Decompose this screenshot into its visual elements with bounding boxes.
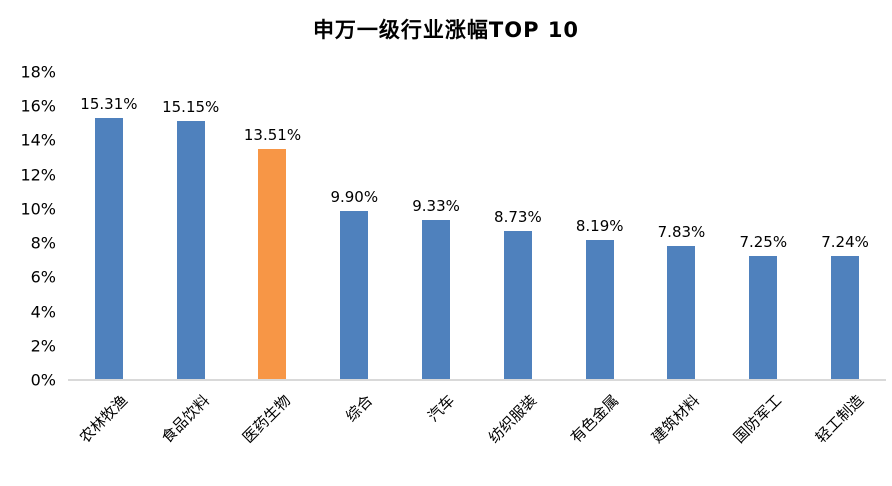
bar-value-label: 13.51% [243, 125, 302, 144]
y-axis: 18% 16% 14% 12% 10% 8% 6% 4% 2% 0% [0, 63, 56, 390]
bar-value-label: 7.83% [657, 223, 706, 241]
plot-area: 15.31% 15.15% 13.51% 9.90% 9.33% 8.73% 8.19% 7.… [68, 72, 886, 381]
bar [340, 210, 369, 380]
bar-value-label: 9.33% [412, 197, 460, 216]
y-axis-tick-label: 12% [20, 165, 56, 185]
bar-series: 15.31% 15.15% 13.51% 9.90% 9.33% 8.73% 8.19% 7.… [68, 72, 886, 380]
y-axis-tick-label: 10% [20, 199, 56, 219]
bar-highlighted [258, 148, 287, 380]
bar [585, 239, 614, 380]
y-axis-tick-label: 2% [30, 336, 56, 356]
chart-title: 申万一级行业涨幅TOP 10 [312, 18, 580, 42]
bar-value-label: 8.19% [575, 216, 624, 235]
bar [667, 246, 696, 380]
bar [94, 118, 123, 380]
bar-value-label: 8.73% [494, 207, 542, 226]
y-axis-tick-label: 16% [20, 96, 56, 116]
bar-value-label: 15.15% [162, 97, 220, 116]
x-axis-line [68, 379, 886, 381]
x-axis-category-label: 食品饮料 [157, 391, 213, 447]
x-axis-category-label: 有色金属 [566, 391, 622, 447]
bar-value-label: 15.31% [80, 95, 138, 113]
bar-value-label: 7.24% [821, 233, 869, 252]
bar [176, 120, 205, 380]
x-axis-category-label: 纺织服装 [484, 391, 541, 447]
bar [749, 255, 778, 380]
bar [831, 256, 860, 380]
bar-group: 7.25% [722, 72, 804, 380]
x-axis-category-label: 医药生物 [239, 391, 295, 447]
x-axis-category-label: 轻工制造 [812, 391, 868, 447]
bar-group: 7.24% [804, 72, 886, 380]
bar-value-label: 7.25% [739, 232, 788, 251]
bar-group: 15.15% [150, 72, 232, 380]
bar [422, 220, 451, 380]
bar [503, 230, 532, 380]
bar-group: 8.19% [559, 72, 641, 380]
x-axis-category-label: 综合 [342, 391, 377, 426]
y-axis-tick-label: 18% [20, 62, 56, 82]
y-axis-tick-label: 0% [30, 370, 56, 390]
x-axis-category-label: 建筑材料 [648, 391, 704, 447]
y-axis-tick-label: 14% [20, 130, 56, 150]
y-axis-tick-label: 6% [30, 267, 56, 287]
bar-value-label: 9.90% [330, 187, 379, 206]
y-axis-tick-label: 4% [30, 302, 56, 322]
bar-group: 13.51% [232, 72, 314, 380]
x-axis-category-label: 国防军工 [730, 391, 786, 447]
y-axis-tick-label: 8% [30, 233, 56, 253]
bar-group: 7.83% [641, 72, 723, 380]
x-axis-category-label: 汽车 [424, 391, 459, 426]
bar-group: 9.33% [395, 72, 477, 380]
bar-group: 15.31% [68, 72, 150, 380]
bar-group: 8.73% [477, 72, 559, 380]
x-axis-category-label: 农林牧渔 [75, 391, 132, 447]
bar-group: 9.90% [313, 72, 395, 380]
